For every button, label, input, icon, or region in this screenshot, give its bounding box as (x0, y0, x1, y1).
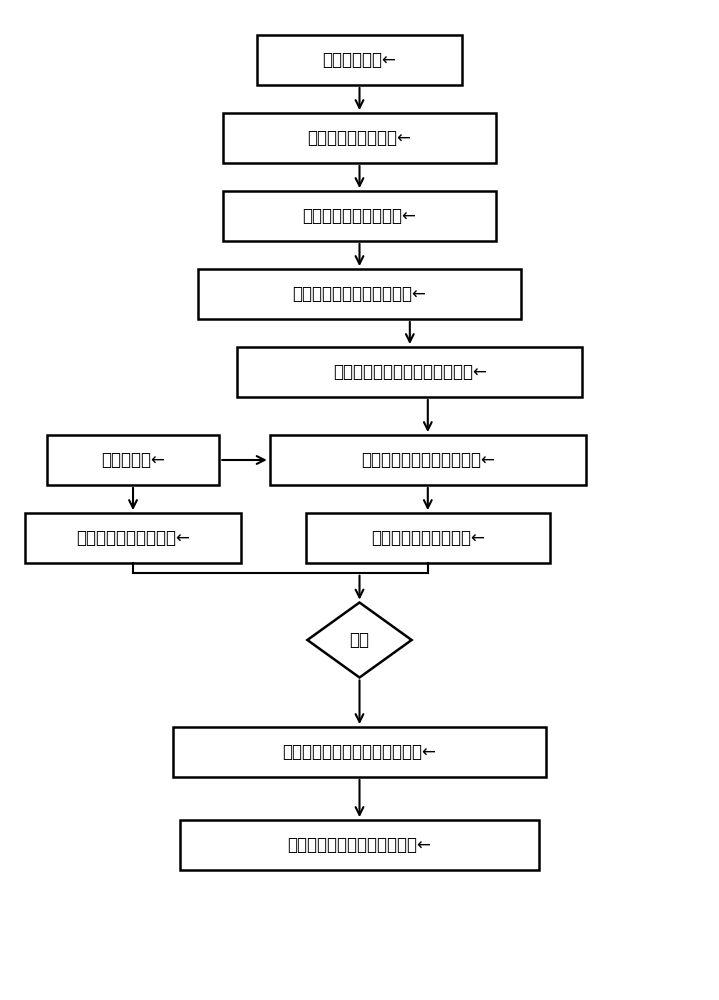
FancyBboxPatch shape (223, 191, 496, 241)
Text: 输出各采样点换热器进风量←: 输出各采样点换热器进风量← (293, 285, 426, 303)
Text: 测试点公式计算进风量←: 测试点公式计算进风量← (371, 529, 485, 547)
Text: 误差: 误差 (349, 631, 370, 649)
Text: 车速与换热器进风量关系式拟合←: 车速与换热器进风量关系式拟合← (333, 363, 487, 381)
FancyBboxPatch shape (306, 513, 550, 563)
FancyBboxPatch shape (237, 347, 582, 397)
Text: 测试点稳态计算进风量←: 测试点稳态计算进风量← (76, 529, 190, 547)
Text: 精准车速与换热器进风量关系式←: 精准车速与换热器进风量关系式← (283, 743, 436, 761)
Text: 瞬态工况采样点识别←: 瞬态工况采样点识别← (308, 129, 411, 147)
FancyBboxPatch shape (223, 113, 496, 163)
FancyBboxPatch shape (257, 35, 462, 85)
Text: 瞬态工况输入←: 瞬态工况输入← (323, 51, 396, 69)
Text: 瞬态工况下换热器进风量曲线←: 瞬态工况下换热器进风量曲线← (288, 836, 431, 854)
FancyBboxPatch shape (47, 435, 219, 485)
Text: 测试点车速←: 测试点车速← (101, 451, 165, 469)
FancyBboxPatch shape (180, 820, 539, 870)
FancyBboxPatch shape (270, 435, 586, 485)
FancyBboxPatch shape (173, 727, 546, 777)
FancyBboxPatch shape (25, 513, 241, 563)
Polygon shape (308, 602, 411, 678)
FancyBboxPatch shape (198, 269, 521, 319)
Text: 车速与换热器进风量关系式←: 车速与换热器进风量关系式← (361, 451, 495, 469)
Text: 各采样点稳态仿真计算←: 各采样点稳态仿真计算← (303, 207, 416, 225)
